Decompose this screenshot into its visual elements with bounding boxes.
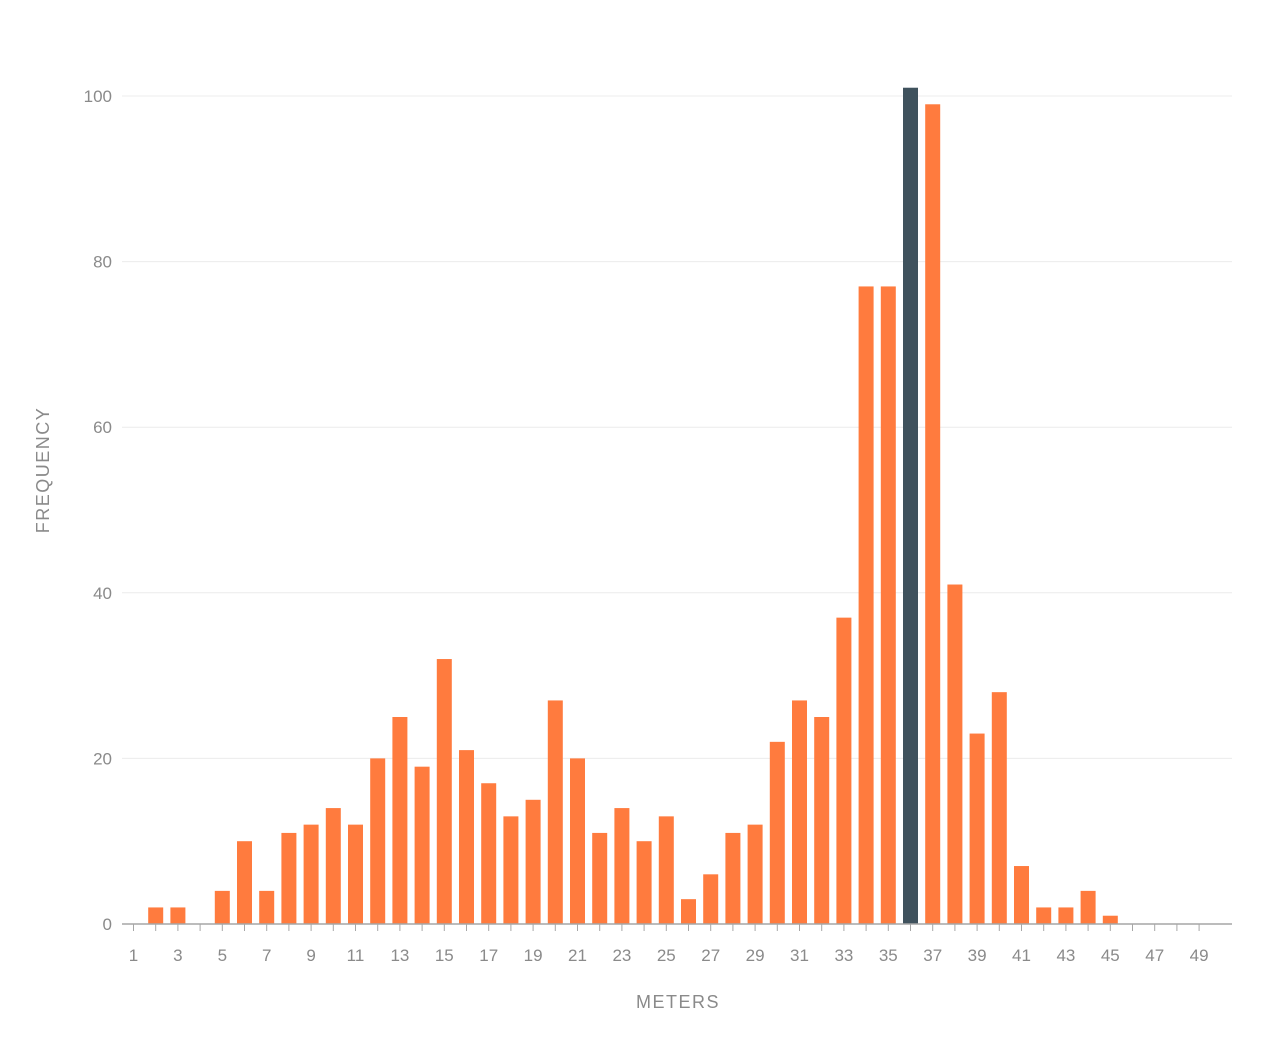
bar bbox=[303, 824, 319, 924]
x-tick-label: 1 bbox=[129, 946, 138, 965]
bar bbox=[148, 907, 164, 924]
bar bbox=[947, 584, 963, 924]
x-tick-label: 5 bbox=[218, 946, 227, 965]
bar bbox=[925, 104, 941, 924]
x-tick-label: 9 bbox=[306, 946, 315, 965]
x-tick-label: 41 bbox=[1012, 946, 1031, 965]
x-tick-label: 45 bbox=[1101, 946, 1120, 965]
x-tick-label: 21 bbox=[568, 946, 587, 965]
bar bbox=[547, 700, 563, 924]
bar bbox=[259, 890, 275, 924]
bar bbox=[281, 832, 297, 924]
bar bbox=[836, 617, 852, 924]
x-tick-label: 3 bbox=[173, 946, 182, 965]
x-tick-label: 31 bbox=[790, 946, 809, 965]
bar bbox=[636, 841, 652, 924]
bar bbox=[814, 717, 830, 924]
x-tick-label: 19 bbox=[524, 946, 543, 965]
y-tick-label: 20 bbox=[93, 749, 112, 768]
y-tick-label: 0 bbox=[103, 915, 112, 934]
bar bbox=[1102, 915, 1118, 924]
bar bbox=[237, 841, 252, 924]
bar bbox=[459, 750, 474, 924]
x-tick-label: 23 bbox=[612, 946, 631, 965]
x-axis-ticks: 1 3 5 7 9 11 13 15 17 19 21 23 25 27 29 31 33 35 37 39 41 43 4… bbox=[129, 946, 1209, 965]
bar bbox=[614, 808, 630, 924]
x-tick-label: 29 bbox=[746, 946, 765, 965]
bar bbox=[1036, 907, 1052, 924]
y-axis-title: FREQUENCY bbox=[33, 407, 53, 534]
bar bbox=[592, 832, 608, 924]
x-tick-label: 49 bbox=[1190, 946, 1209, 965]
bar bbox=[769, 741, 785, 924]
y-tick-label: 40 bbox=[93, 584, 112, 603]
bar bbox=[392, 717, 408, 924]
x-tick-label: 15 bbox=[435, 946, 454, 965]
bar bbox=[858, 286, 874, 924]
bar bbox=[1080, 890, 1096, 924]
bar bbox=[703, 874, 719, 924]
y-tick-label: 60 bbox=[93, 418, 112, 437]
x-tick-label: 27 bbox=[701, 946, 720, 965]
x-axis-title: METERS bbox=[636, 992, 720, 1012]
bar bbox=[348, 824, 363, 924]
bar bbox=[570, 758, 585, 924]
bar bbox=[170, 907, 186, 924]
bar bbox=[481, 783, 497, 924]
x-tick-label: 17 bbox=[479, 946, 498, 965]
x-tick-label: 25 bbox=[657, 946, 676, 965]
x-tick-label: 33 bbox=[834, 946, 853, 965]
x-tick-label: 47 bbox=[1145, 946, 1164, 965]
y-tick-label: 100 bbox=[84, 87, 112, 106]
x-tick-label: 39 bbox=[968, 946, 987, 965]
bar bbox=[792, 700, 807, 924]
x-axis bbox=[122, 923, 1232, 931]
x-tick-label: 37 bbox=[923, 946, 942, 965]
bar bbox=[880, 286, 896, 924]
x-tick-label: 13 bbox=[390, 946, 409, 965]
bar bbox=[681, 899, 696, 924]
y-axis-ticks: 0 20 40 60 80 100 bbox=[84, 87, 112, 934]
bar bbox=[658, 816, 674, 924]
bar bbox=[725, 832, 741, 924]
bar bbox=[1058, 907, 1074, 924]
bar bbox=[525, 799, 541, 924]
x-tick-label: 43 bbox=[1056, 946, 1075, 965]
bar bbox=[436, 659, 452, 924]
bar bbox=[370, 758, 386, 924]
bar bbox=[747, 824, 763, 924]
x-tick-label: 35 bbox=[879, 946, 898, 965]
bar bbox=[969, 733, 985, 924]
bar bbox=[214, 890, 230, 924]
x-tick-label: 7 bbox=[262, 946, 271, 965]
bar bbox=[325, 808, 341, 924]
gridlines bbox=[122, 95, 1232, 759]
bar bbox=[991, 692, 1007, 924]
y-tick-label: 80 bbox=[93, 253, 112, 272]
x-tick-label: 11 bbox=[347, 946, 365, 965]
bar bbox=[414, 766, 430, 924]
bars bbox=[148, 87, 1118, 925]
bar-highlighted bbox=[903, 87, 918, 925]
bar bbox=[1014, 866, 1029, 924]
bar bbox=[503, 816, 519, 924]
